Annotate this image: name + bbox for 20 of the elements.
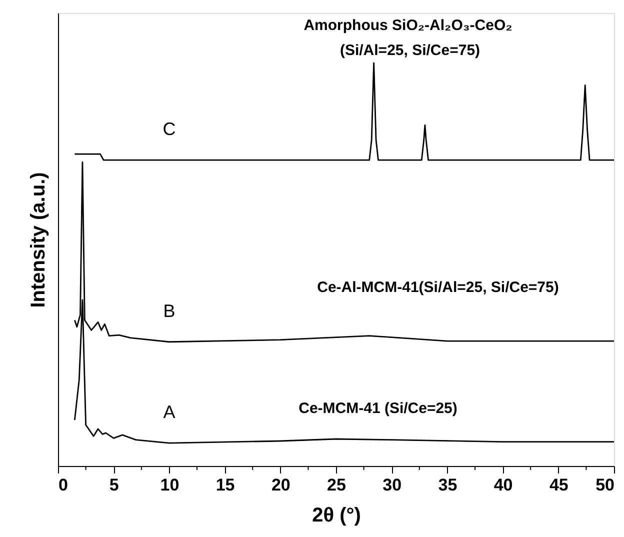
x-tick-label: 30 bbox=[382, 476, 402, 494]
x-tick-label: 20 bbox=[271, 476, 290, 494]
x-tick-label: 15 bbox=[216, 476, 235, 494]
series-label: A bbox=[163, 402, 176, 422]
series-label: B bbox=[163, 300, 176, 321]
x-tick-label: 25 bbox=[327, 476, 346, 494]
x-tick-label: 50 bbox=[596, 476, 614, 494]
x-tick-label: 40 bbox=[494, 476, 513, 494]
x-tick-label: 45 bbox=[549, 476, 568, 494]
annotation: Ce-Al-MCM-41(Si/Al=25, Si/Ce=75) bbox=[317, 279, 559, 296]
y-axis-title: Intensity (a.u.) bbox=[28, 172, 50, 308]
series-label: C bbox=[162, 119, 176, 140]
x-tick-label: 35 bbox=[438, 476, 458, 494]
text: Amorphous SiO₂-Al₂O₃-CeO₂ bbox=[304, 17, 512, 34]
x-tick-label: 0 bbox=[58, 476, 68, 494]
text: (Si/Al=25, Si/Ce=75) bbox=[340, 42, 480, 59]
x-tick-label: 5 bbox=[109, 476, 119, 494]
annotation: Ce-MCM-41 (Si/Ce=25) bbox=[298, 400, 458, 417]
x-tick-label: 10 bbox=[160, 476, 180, 494]
x-axis-title: 2θ (°) bbox=[312, 504, 361, 526]
